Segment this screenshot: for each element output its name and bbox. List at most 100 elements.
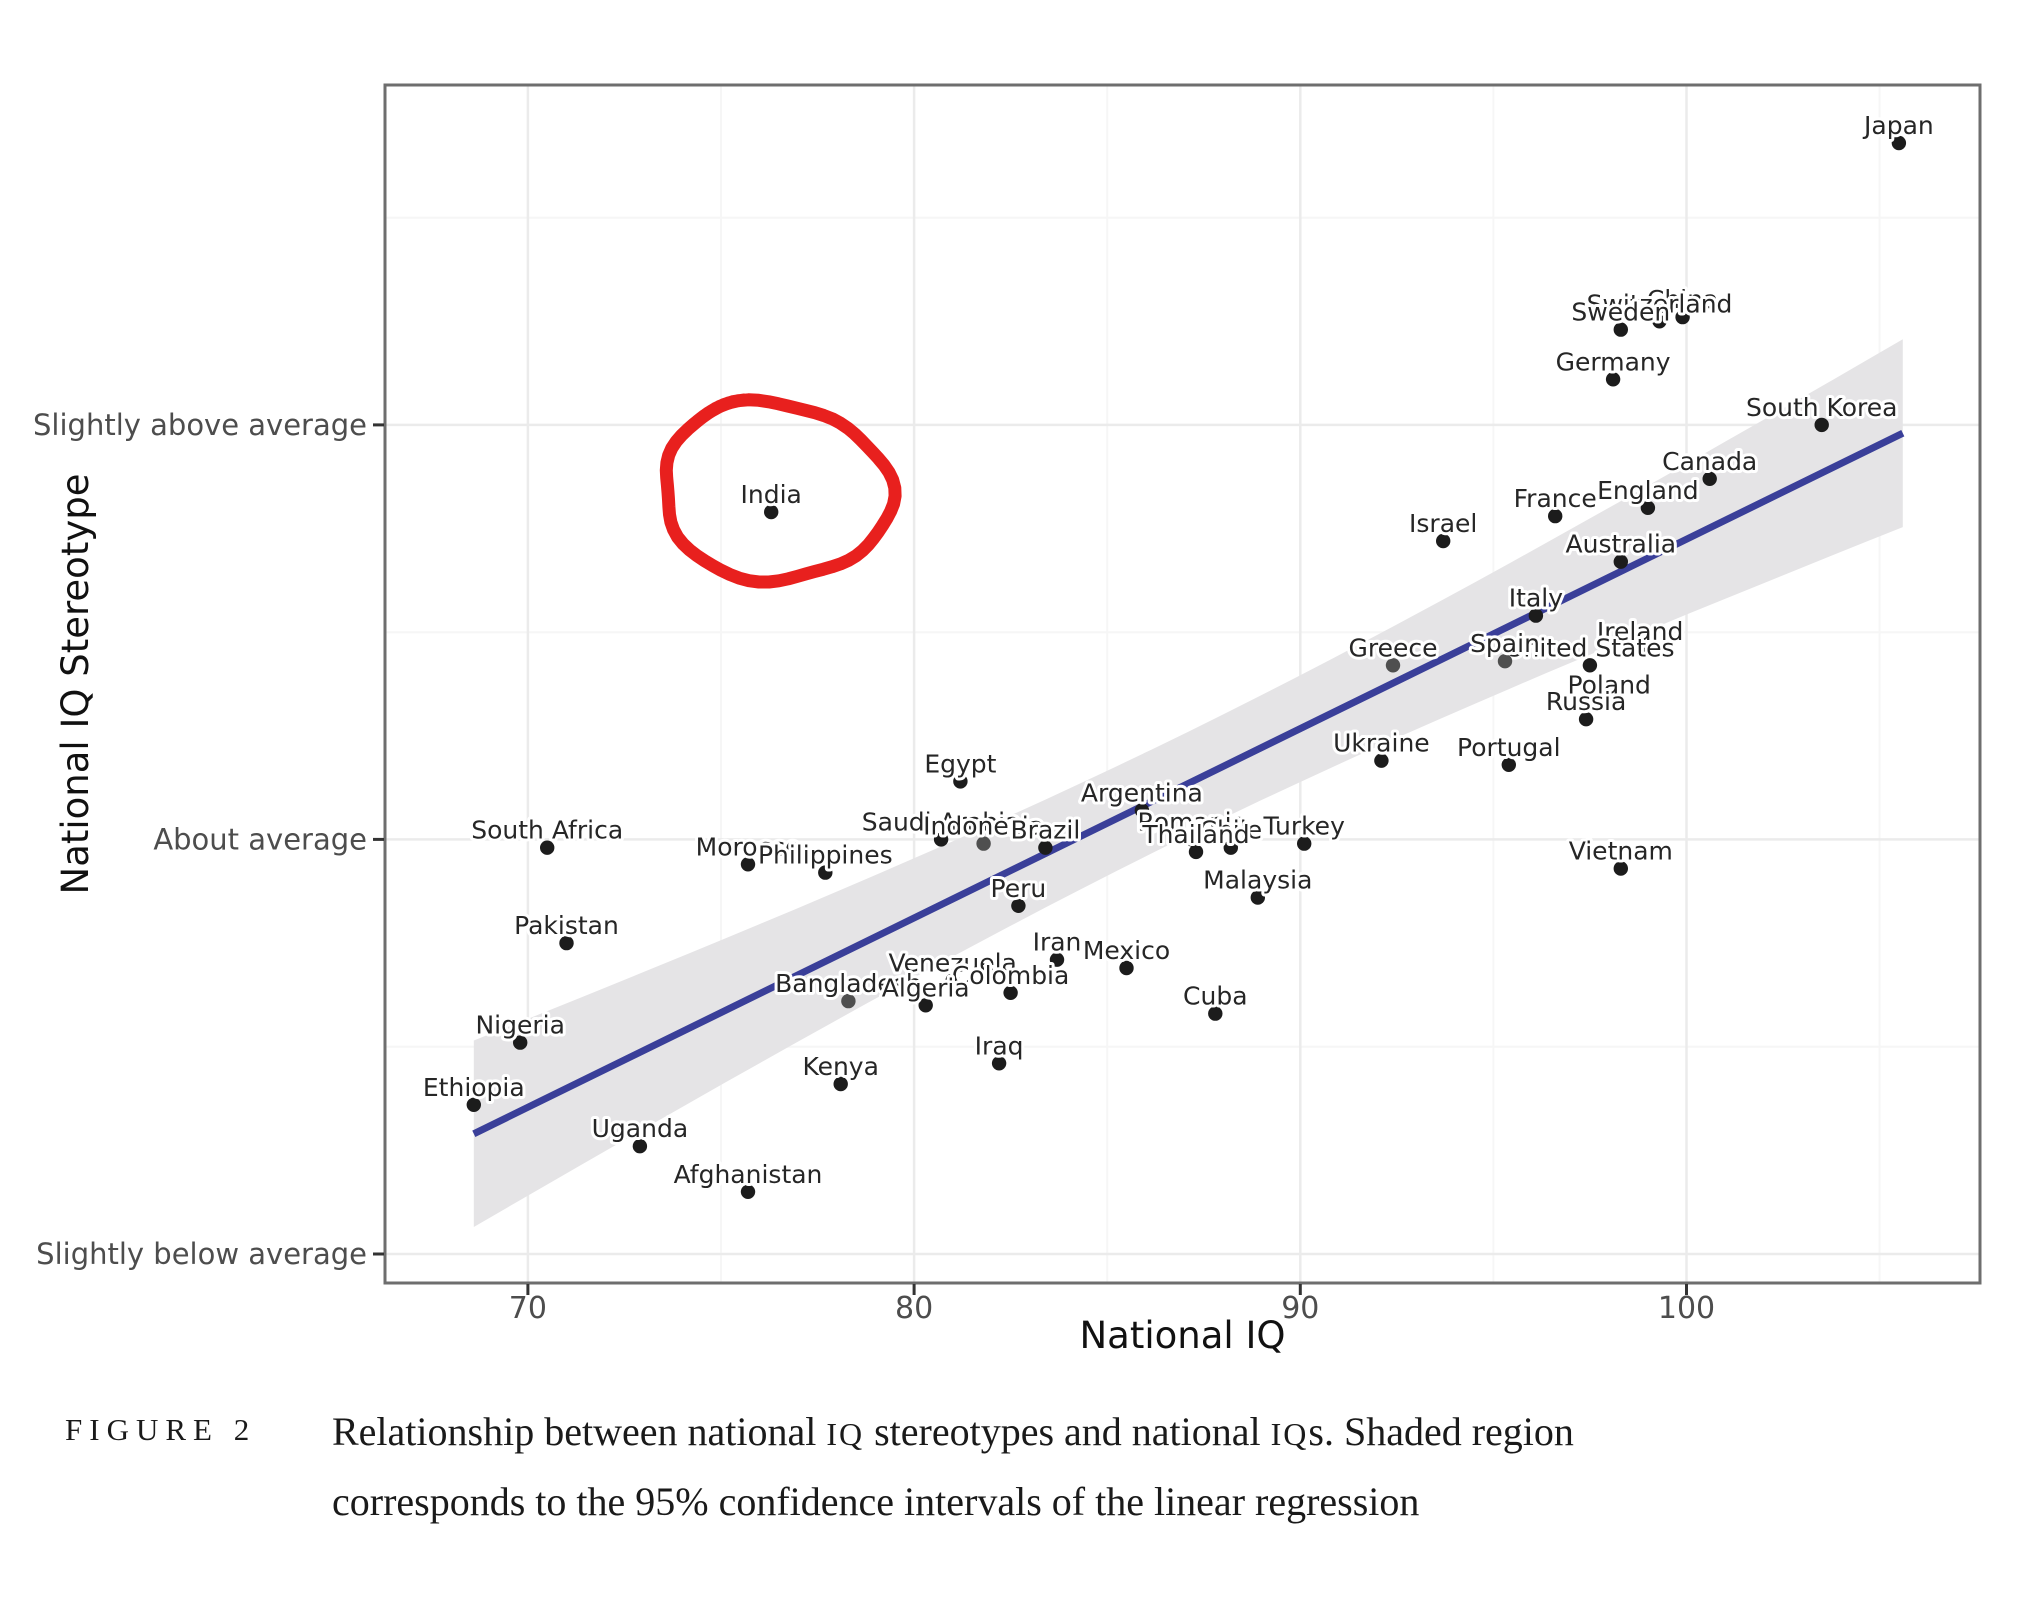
country-label-thailand: Thailand <box>1141 820 1249 849</box>
data-point-egypt <box>953 774 968 789</box>
data-point-chile <box>1223 840 1239 855</box>
country-label-brazil: Brazil <box>1011 816 1081 845</box>
country-label-greece: Greece <box>1349 633 1438 662</box>
data-point-venezuela <box>945 973 960 988</box>
data-point-morocco <box>740 857 756 872</box>
country-label-mexico: Mexico <box>1083 936 1170 965</box>
country-label-switzerland: Switzerland <box>1587 289 1733 318</box>
country-label-russia: Russia <box>1546 687 1626 716</box>
data-point-argentina <box>1134 803 1150 818</box>
x-tick-label: 90 <box>1281 1291 1319 1326</box>
country-label-algeria: Algeria <box>882 973 970 1002</box>
country-label-united-states: United States <box>1505 633 1674 662</box>
country-label-morocco: Morocco <box>696 832 801 861</box>
regression-line <box>472 430 1905 1137</box>
country-label-ireland: Ireland <box>1597 617 1683 646</box>
data-point-vietnam <box>1613 861 1629 876</box>
country-label-sweden: Sweden <box>1571 298 1670 327</box>
data-point-malaysia <box>1250 890 1266 905</box>
country-label-afghanistan: Afghanistan <box>674 1160 823 1189</box>
data-point-poland <box>1602 695 1617 710</box>
data-point-canada <box>1702 471 1717 486</box>
x-tick-label: 80 <box>895 1291 933 1326</box>
country-label-kenya: Kenya <box>802 1052 879 1081</box>
country-label-iran: Iran <box>1033 928 1082 957</box>
x-tick-label: 100 <box>1658 1291 1715 1326</box>
country-label-vietnam: Vietnam <box>1569 837 1673 866</box>
country-label-bangladesh: Bangladesh <box>775 969 922 998</box>
data-point-germany <box>1605 372 1621 387</box>
data-point-afghanistan <box>740 1184 756 1200</box>
x-axis-title: National IQ <box>1080 1314 1286 1357</box>
country-label-germany: Germany <box>1556 347 1671 376</box>
data-point-spain <box>1497 654 1513 669</box>
country-label-pakistan: Pakistan <box>514 911 619 940</box>
country-label-japan: Japan <box>1862 111 1934 140</box>
data-point-japan <box>1891 135 1907 151</box>
country-label-romania: Romania <box>1138 807 1247 836</box>
data-point-iran <box>1049 952 1065 967</box>
data-point-kenya <box>833 1076 848 1092</box>
country-label-cuba: Cuba <box>1183 982 1248 1011</box>
country-label-poland: Poland <box>1567 671 1650 700</box>
data-point-england <box>1640 500 1656 515</box>
data-point-cuba <box>1208 1006 1223 1021</box>
country-label-england: England <box>1597 476 1699 505</box>
caption-line: Relationship between national IQ stereot… <box>332 1409 1574 1454</box>
figure-number-label: FIGURE 2 <box>65 1412 257 1447</box>
data-point-israel <box>1436 533 1451 549</box>
country-label-ethiopia: Ethiopia <box>423 1073 525 1102</box>
data-point-ireland <box>1632 641 1648 656</box>
country-label-israel: Israel <box>1409 509 1477 538</box>
data-point-turkey <box>1297 836 1312 851</box>
data-point-south-africa <box>540 840 555 855</box>
country-label-australia: Australia <box>1566 530 1677 559</box>
country-label-indonesia: Indonesia <box>923 812 1044 841</box>
data-point-pakistan <box>559 935 574 951</box>
data-point-south-korea <box>1814 417 1829 433</box>
y-tick-label: Slightly above average <box>33 408 367 442</box>
country-label-china: China <box>1647 285 1718 314</box>
country-label-iraq: Iraq <box>975 1031 1024 1060</box>
caption-line: corresponds to the 95% confidence interv… <box>332 1479 1420 1524</box>
country-label-france: France <box>1514 484 1597 513</box>
country-label-philippines: Philippines <box>758 841 893 870</box>
figure-caption-text: Relationship between national IQ stereot… <box>332 1398 1982 1536</box>
scatter-plot: 70 80 90 100 Slightly below average About ave… <box>33 83 1982 1357</box>
panel-border <box>383 83 1982 1285</box>
data-point-united-states <box>1582 658 1598 673</box>
country-label-argentina: Argentina <box>1081 778 1203 807</box>
country-label-peru: Peru <box>991 874 1047 903</box>
data-point-china <box>1675 309 1690 325</box>
country-label-italy: Italy <box>1509 584 1563 613</box>
data-point-romania <box>1185 832 1200 847</box>
data-point-algeria <box>918 998 933 1013</box>
country-label-south-africa: South Africa <box>471 816 623 845</box>
data-point-peru <box>1011 898 1026 913</box>
data-point-russia <box>1578 712 1594 727</box>
country-label-turkey: Turkey <box>1263 812 1346 841</box>
data-point-uganda <box>632 1139 648 1154</box>
country-label-india: India <box>741 480 802 509</box>
country-label-malaysia: Malaysia <box>1203 866 1312 895</box>
data-point-italy <box>1528 608 1544 623</box>
data-point-greece <box>1385 658 1401 673</box>
data-point-india <box>764 504 779 520</box>
data-point-indonesia <box>976 836 991 851</box>
country-label-portugal: Portugal <box>1457 733 1561 762</box>
data-point-france <box>1548 508 1563 524</box>
data-point-switzerland <box>1652 314 1667 329</box>
country-label-canada: Canada <box>1662 447 1757 476</box>
country-label-venezuela: Venezuela <box>889 948 1017 977</box>
data-point-ethiopia <box>466 1097 481 1113</box>
data-point-portugal <box>1501 757 1517 772</box>
data-point-nigeria <box>513 1035 528 1050</box>
data-point-brazil <box>1038 840 1053 855</box>
y-tick-label: Slightly below average <box>36 1237 367 1271</box>
country-label-south-korea: South Korea <box>1746 393 1897 422</box>
data-point-saudi-arabia <box>933 832 949 847</box>
plot-svg: 70 80 90 100 Slightly below average About ave… <box>33 83 1982 1357</box>
data-point-australia <box>1613 554 1629 569</box>
country-label-saudi-arabia: Saudi Arabia <box>862 807 1021 836</box>
